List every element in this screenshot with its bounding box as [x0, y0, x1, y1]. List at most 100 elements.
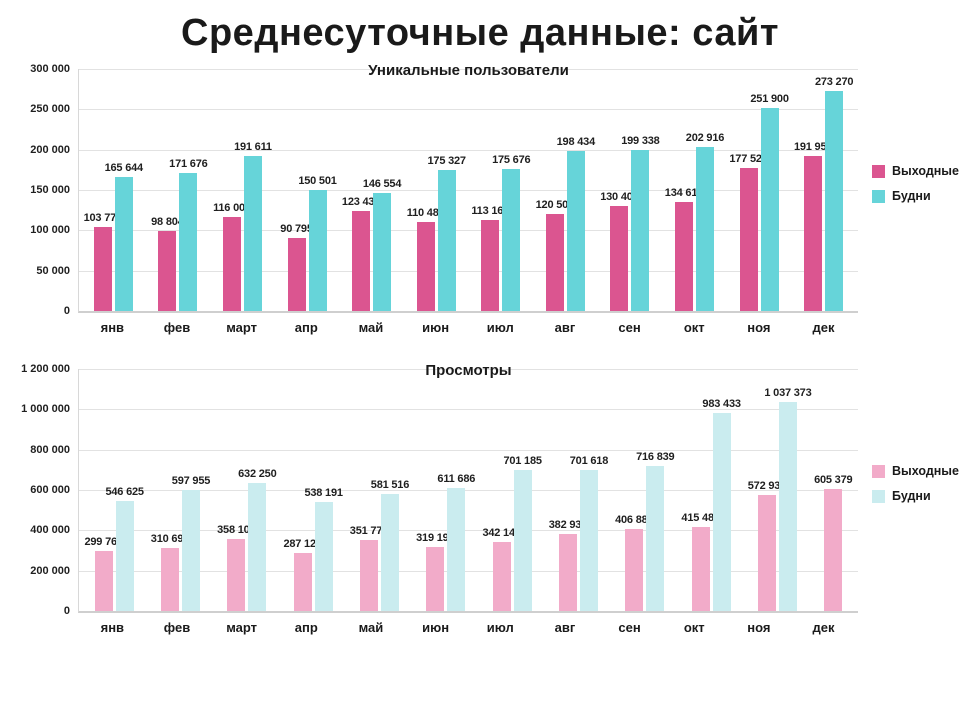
bar-item: 611 686: [437, 473, 475, 611]
bar: [625, 529, 644, 611]
bar-item: 175 676: [492, 154, 531, 311]
bar-item: 415 482: [681, 512, 720, 611]
bar: [579, 470, 598, 611]
bar-item: 191 611: [234, 141, 272, 311]
gridline: [79, 190, 858, 191]
bar-value-label: 110 481: [406, 207, 445, 219]
bar-value-label: 538 191: [304, 487, 343, 499]
bar-value-label: 191 611: [234, 141, 272, 153]
bar-value-label: 251 900: [750, 93, 789, 105]
bar-value-label: 175 676: [492, 154, 531, 166]
bar-item: 198 434: [557, 136, 595, 311]
bar-group: 406 887 716 839: [615, 451, 675, 611]
bar-item: 116 000: [213, 202, 251, 311]
legend-label: Будни: [892, 189, 931, 203]
x-axis-label: ноя: [747, 620, 771, 635]
x-axis-label: авг: [554, 320, 576, 335]
bar: [712, 413, 731, 611]
x-axis-label: март: [226, 620, 258, 635]
bar-value-label: 177 526: [729, 153, 768, 165]
bar-item: 165 644: [105, 162, 143, 311]
bar-value-label: 273 270: [814, 76, 854, 88]
bar-item: 983 433: [702, 398, 741, 611]
legend: Выходные Будни: [858, 369, 959, 514]
bar-value-label: 351 771: [349, 525, 389, 537]
bar-item: 90 795: [280, 223, 313, 311]
y-tick-label: 0: [63, 305, 70, 317]
x-axis-label: апр: [294, 320, 318, 335]
bar-group: 123 436 146 554: [342, 178, 401, 311]
bar-item: 177 526: [729, 153, 768, 311]
bar-value-label: 581 516: [370, 479, 410, 491]
bar-item: 351 771: [350, 525, 388, 611]
bar-value-label: 123 436: [341, 196, 381, 208]
bar-group: 120 502 198 434: [536, 136, 595, 311]
bar-item: 716 839: [636, 451, 675, 611]
plot-area: Просмотры 299 766 546 625 310 693 597 955 35…: [78, 362, 858, 613]
y-tick-label: 600 000: [30, 484, 70, 496]
bar-value-label: 287 128: [283, 538, 322, 550]
bar: [646, 466, 665, 611]
x-axis-label: ноя: [747, 320, 771, 335]
bar: [248, 483, 267, 611]
bar-item: 171 676: [169, 158, 208, 311]
y-tick-label: 800 000: [30, 443, 70, 456]
bar-item: 199 338: [621, 135, 660, 311]
bar-value-label: 90 795: [280, 223, 313, 235]
bar-value-label: 597 955: [171, 475, 211, 487]
x-axis: янв фев март апр май июн июл авг сен окт ноя дек: [78, 620, 858, 635]
bar-group: 90 795 150 501: [280, 175, 337, 311]
bar: [179, 173, 198, 311]
x-axis-label: фев: [163, 620, 191, 635]
x-axis-label: июн: [422, 620, 450, 635]
legend: Выходные Будни: [858, 69, 959, 214]
bar: [227, 539, 246, 611]
bar-item: 110 481: [407, 207, 445, 311]
bar: [558, 534, 577, 611]
bar: [380, 494, 399, 611]
legend-label: Выходные: [892, 464, 959, 478]
bar-item: 701 618: [570, 455, 608, 611]
bar: [739, 168, 758, 311]
x-axis-label: сен: [618, 620, 641, 635]
x-axis: янв фев март апр май июн июл авг сен окт ноя дек: [78, 320, 858, 335]
bar: [416, 222, 435, 311]
bar-item: 251 900: [750, 93, 789, 311]
bar: [610, 206, 629, 311]
chart-title: Просмотры: [425, 362, 512, 379]
bar-item: 134 613: [665, 187, 703, 311]
bar-group: 110 481 175 327: [407, 155, 466, 311]
bar: [308, 190, 327, 311]
bar-group: 191 957 273 270: [794, 76, 854, 311]
bar-value-label: 701 185: [503, 455, 542, 467]
y-tick-label: 200 000: [30, 564, 70, 577]
bar-value-label: 199 338: [621, 135, 660, 147]
bar: [115, 501, 134, 611]
bar-value-label: 134 613: [664, 187, 704, 199]
bar-value-label: 191 957: [793, 141, 833, 153]
bar-value-label: 342 141: [482, 527, 521, 539]
bar-item: 130 407: [600, 191, 639, 311]
gridline: [79, 230, 858, 232]
bar: [481, 220, 500, 311]
bar-value-label: 198 434: [556, 136, 596, 148]
y-tick-label: 1 000 000: [21, 403, 70, 416]
bar: [804, 156, 823, 311]
bar-value-label: 611 686: [437, 473, 476, 485]
bar-item: 287 128: [283, 538, 322, 611]
x-axis-label: янв: [100, 320, 125, 335]
bar: [426, 547, 445, 611]
bar-value-label: 716 839: [636, 451, 675, 463]
bar: [502, 169, 521, 311]
bar-item: 191 957: [794, 141, 833, 311]
bar: [824, 489, 843, 611]
bar-value-label: 165 644: [104, 162, 144, 174]
legend-item: Выходные: [872, 164, 959, 178]
chart-section-unique-users: 300 000 250 000 200 000 150 000 100 000 50 00…: [6, 62, 959, 335]
page-title: Среднесуточные данные: сайт: [181, 12, 779, 54]
bar-group: 287 128 538 191: [283, 487, 343, 611]
gridline: [79, 369, 858, 370]
bar-item: 103 771: [84, 212, 122, 311]
bar: [94, 551, 113, 611]
bar-value-label: 701 618: [569, 455, 609, 467]
